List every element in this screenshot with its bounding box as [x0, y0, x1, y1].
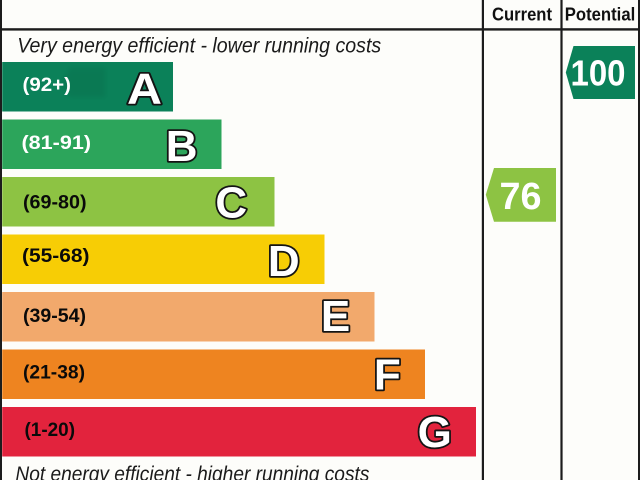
- svg-text:Not energy efficient - higher: Not energy efficient - higher running co…: [15, 463, 369, 480]
- svg-text:D: D: [268, 237, 300, 286]
- svg-text:(55-68): (55-68): [22, 246, 90, 267]
- svg-text:(21-38): (21-38): [23, 362, 85, 383]
- svg-text:100: 100: [571, 53, 626, 94]
- svg-text:Current: Current: [492, 5, 552, 25]
- svg-text:G: G: [418, 408, 452, 457]
- svg-text:Very energy efficient - lower: Very energy efficient - lower running co…: [17, 35, 381, 58]
- svg-text:A: A: [127, 64, 162, 113]
- svg-text:E: E: [321, 292, 350, 341]
- svg-text:(1-20): (1-20): [25, 420, 76, 441]
- svg-text:(81-91): (81-91): [22, 133, 92, 154]
- svg-text:F: F: [374, 351, 401, 400]
- svg-text:(39-54): (39-54): [23, 306, 86, 327]
- svg-text:(69-80): (69-80): [23, 192, 87, 213]
- svg-text:Potential: Potential: [565, 5, 636, 25]
- svg-text:B: B: [166, 122, 198, 171]
- svg-text:(92+): (92+): [23, 75, 72, 96]
- svg-text:C: C: [215, 179, 247, 228]
- svg-text:76: 76: [500, 176, 542, 218]
